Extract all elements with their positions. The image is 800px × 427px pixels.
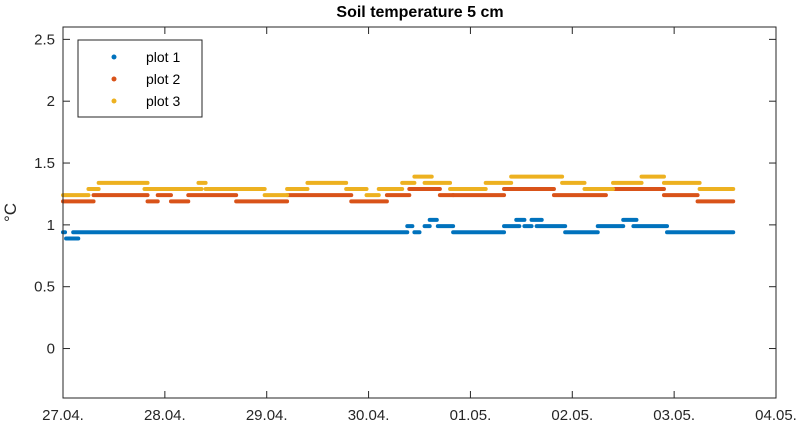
series-plot-2 xyxy=(61,187,736,204)
series-layer xyxy=(61,174,736,241)
y-tick-label: 1 xyxy=(47,217,55,234)
x-tick-label: 27.04. xyxy=(42,407,84,424)
legend-label: plot 1 xyxy=(146,49,180,65)
y-tick-label: 0.5 xyxy=(34,279,55,296)
chart-title: Soil temperature 5 cm xyxy=(336,4,503,21)
legend-marker xyxy=(111,76,117,82)
legend-marker xyxy=(111,98,117,104)
y-tick-label: 1.5 xyxy=(34,155,55,172)
y-tick-label: 0 xyxy=(47,341,55,358)
x-tick-label: 03.05. xyxy=(653,407,695,424)
x-tick-label: 01.05. xyxy=(450,407,492,424)
legend: plot 1 plot 2 plot 3 xyxy=(77,39,203,118)
plot-area-frame xyxy=(62,26,777,399)
legend-label: plot 3 xyxy=(146,93,180,109)
x-tick-label: 04.05. xyxy=(755,407,797,424)
x-axis-ticks: 27.04. 28.04. 29.04. 30.04. 01.05. 02.05. 03.0… xyxy=(42,27,797,424)
y-axis-ticks: 0 0.5 1 1.5 2 2.5 xyxy=(34,31,776,358)
legend-box xyxy=(77,39,203,118)
legend-marker xyxy=(111,54,117,60)
x-tick-label: 28.04. xyxy=(144,407,186,424)
y-axis-label: °C xyxy=(1,203,20,222)
y-tick-label: 2 xyxy=(47,93,55,110)
x-tick-label: 29.04. xyxy=(246,407,288,424)
x-tick-label: 02.05. xyxy=(551,407,593,424)
series-plot-1 xyxy=(61,217,736,241)
legend-label: plot 2 xyxy=(146,71,180,87)
x-tick-label: 30.04. xyxy=(348,407,390,424)
series-plot-3 xyxy=(61,174,736,198)
y-tick-label: 2.5 xyxy=(34,31,55,48)
